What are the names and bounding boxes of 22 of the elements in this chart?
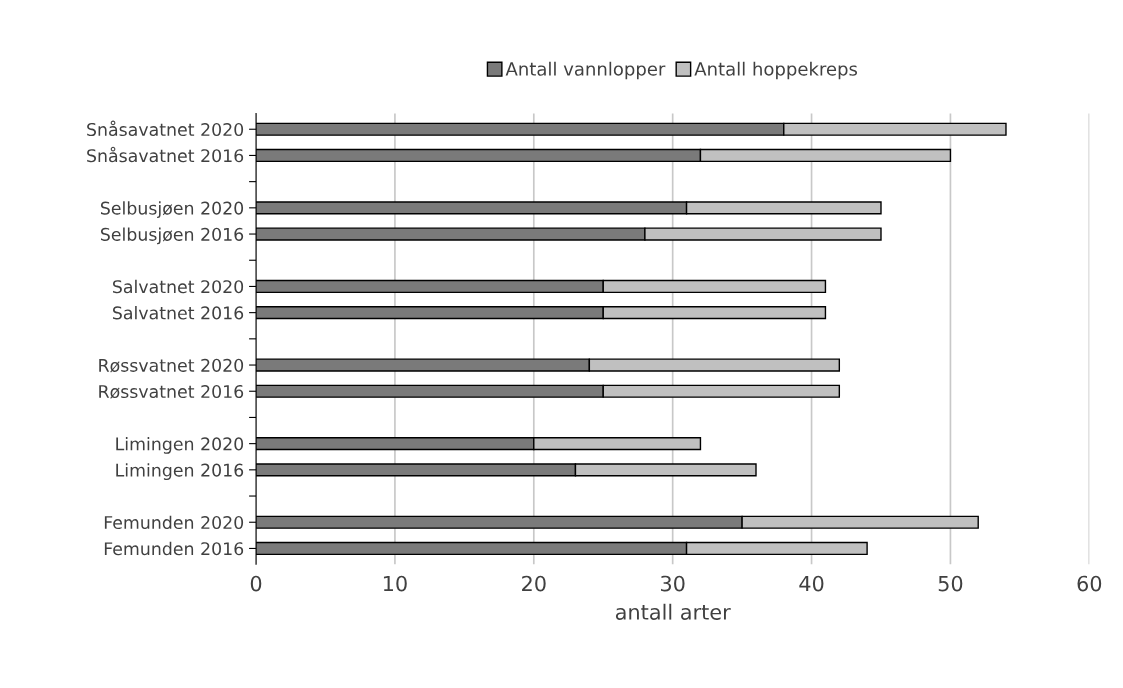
x-tick-label: 30: [661, 575, 685, 592]
x-axis-title: antall arter: [615, 603, 731, 620]
y-tick-label: Limingen 2020: [116, 437, 244, 454]
y-tick-label: Selbusjøen 2016: [100, 227, 244, 245]
y-tick-label: Selbusjøen 2020: [100, 201, 244, 219]
y-tick-label: Salvatnet 2020: [112, 279, 244, 294]
y-tick-label: Limingen 2016: [116, 463, 244, 481]
x-tick-label: 50: [938, 575, 963, 592]
y-tick-label: Femunden 2016: [104, 541, 244, 556]
y-tick-label: Femunden 2020: [104, 515, 244, 530]
legend-label: Antall vannlopper: [505, 61, 666, 80]
x-tick-label: 0: [250, 575, 262, 592]
y-tick-label: Salvatnet 2016: [112, 306, 244, 320]
legend-label: Antall hoppekreps: [694, 61, 858, 80]
y-tick-label: Røssvatnet 2016: [99, 384, 244, 399]
x-tick-label: 40: [799, 575, 824, 592]
x-tick-label: 60: [1077, 575, 1102, 592]
x-tick-label: 20: [522, 575, 546, 592]
y-tick-label: Snåsavatnet 2020: [87, 120, 244, 137]
x-tick-label: 10: [383, 575, 407, 592]
y-tick-label: Røssvatnet 2020: [99, 358, 244, 373]
y-tick-label: Snåsavatnet 2016: [87, 146, 244, 163]
